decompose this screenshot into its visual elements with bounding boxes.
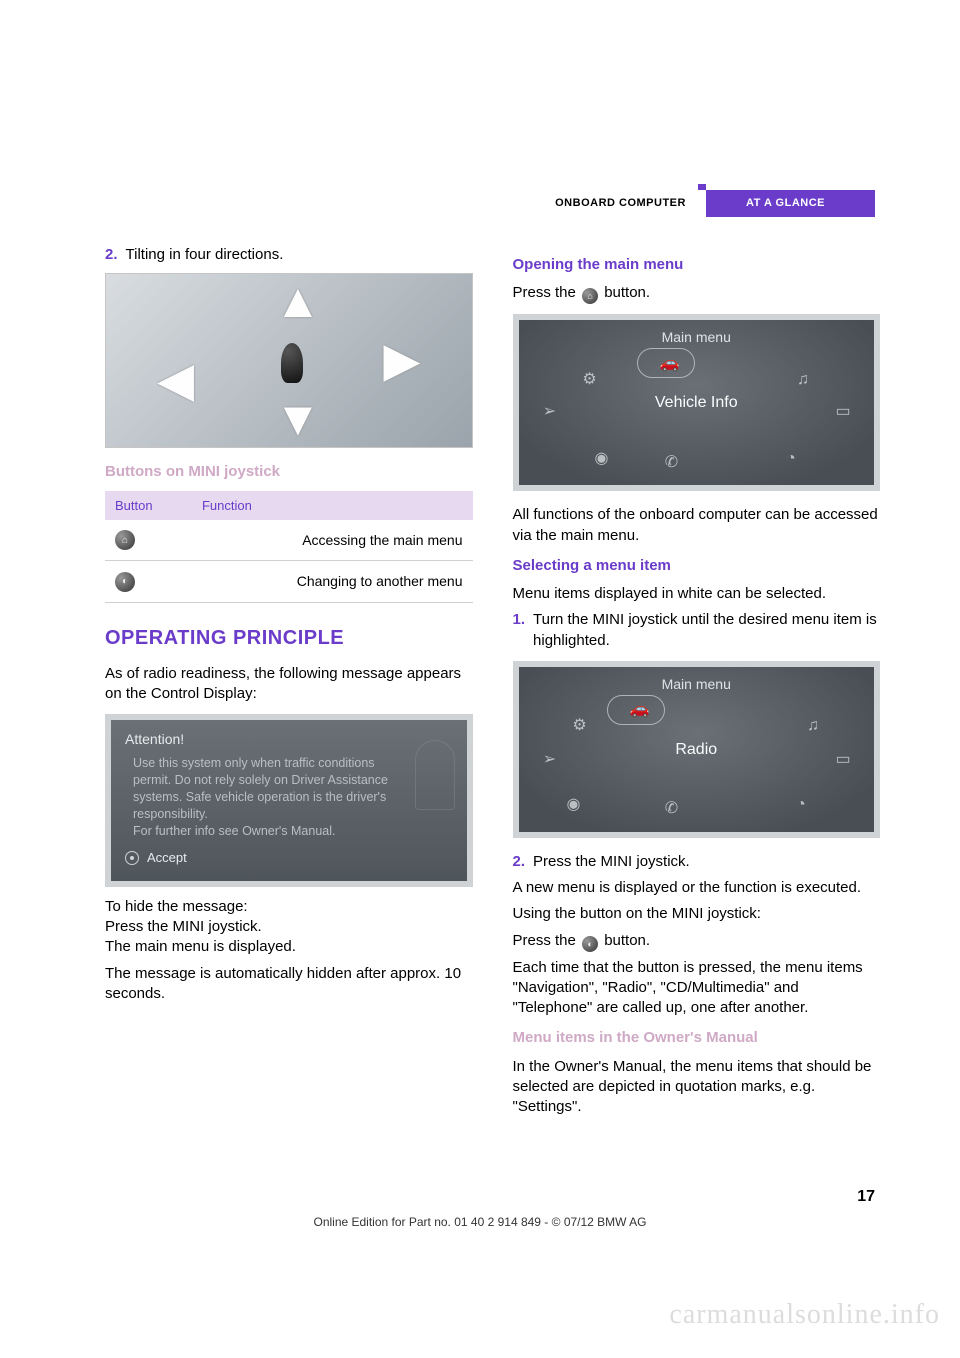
right-column: Opening the main menu Press the ⌂ button… xyxy=(513,245,881,1123)
list-item: 2. Press the MINI joystick. xyxy=(513,852,881,872)
nav-icon: ➢ xyxy=(537,398,563,424)
table-cell-function: Changing to another menu xyxy=(192,561,473,602)
media-icon: ◉ xyxy=(561,792,587,818)
step-number: 2. xyxy=(513,852,526,872)
gear-icon: ⚙ xyxy=(577,366,603,392)
clock-icon: ◔ xyxy=(778,445,804,471)
text-fragment: Press the xyxy=(513,284,581,301)
phone-icon: ✆ xyxy=(659,796,685,822)
table-row: ◐ Changing to another menu xyxy=(105,561,473,602)
figure-attention-screen: Attention! Use this system only when tra… xyxy=(105,714,473,887)
text-fragment: button. xyxy=(600,932,650,949)
paragraph: Each time that the button is pressed, th… xyxy=(513,958,881,1019)
menu-change-icon: ◐ xyxy=(582,936,598,952)
list-item: 1. Turn the MINI joystick until the desi… xyxy=(513,610,881,651)
paragraph: The message is automatically hidden afte… xyxy=(105,964,473,1005)
nav-icon: ➢ xyxy=(537,747,563,773)
paragraph: All functions of the onboard computer ca… xyxy=(513,505,881,546)
watermark: carmanualsonline.info xyxy=(669,1296,940,1334)
accept-row: Accept xyxy=(125,849,453,867)
menu-change-icon: ◐ xyxy=(115,572,135,592)
footer-text: Online Edition for Part no. 01 40 2 914 … xyxy=(0,1214,960,1230)
paragraph: In the Owner's Manual, the menu items th… xyxy=(513,1057,881,1118)
arrow-left-icon: ◀ xyxy=(157,357,194,405)
phone-icon: ✆ xyxy=(659,449,685,475)
book-icon: ▭ xyxy=(830,747,856,773)
screen-message: Use this system only when traffic condit… xyxy=(133,755,393,839)
subheading-selecting: Selecting a menu item xyxy=(513,556,881,576)
clock-icon: ◔ xyxy=(788,792,814,818)
list-item: 2. Tilting in four directions. xyxy=(105,245,473,265)
text-fragment: Press the xyxy=(513,932,581,949)
home-icon: ⌂ xyxy=(582,288,598,304)
screen-title: Main menu xyxy=(519,328,875,347)
radio-icon: ♫ xyxy=(800,713,826,739)
paragraph: A new menu is displayed or the function … xyxy=(513,878,881,898)
joystick-knob xyxy=(281,343,303,383)
selected-label: Vehicle Info xyxy=(519,392,875,414)
gauge-icon xyxy=(415,740,455,810)
text-fragment: button. xyxy=(600,284,650,301)
step-number: 1. xyxy=(513,610,526,651)
paragraph: Using the button on the MINI joystick: xyxy=(513,904,881,924)
book-icon: ▭ xyxy=(830,398,856,424)
gear-icon: ⚙ xyxy=(567,713,593,739)
paragraph: Press the ◐ button. xyxy=(513,931,881,952)
figure-joystick-tilt: ▲ ▼ ◀ ▶ xyxy=(105,273,473,448)
left-column: 2. Tilting in four directions. ▲ ▼ ◀ ▶ B… xyxy=(105,245,473,1123)
subheading-buttons: Buttons on MINI joystick xyxy=(105,462,473,482)
paragraph: Menu items displayed in white can be sel… xyxy=(513,584,881,604)
car-icon: 🚗 xyxy=(627,697,653,723)
figure-main-menu-radio: Main menu 🚗 Radio ⚙ ♫ ➢ ▭ ◉ ✆ ◔ xyxy=(513,661,881,838)
accept-label: Accept xyxy=(147,849,187,867)
header-tab-label: AT A GLANCE xyxy=(706,190,875,217)
screen-title: Attention! xyxy=(125,730,453,749)
paragraph: Press the ⌂ button. xyxy=(513,283,881,304)
page-header: ONBOARD COMPUTER AT A GLANCE xyxy=(0,190,960,217)
section-heading-operating: OPERATING PRINCIPLE xyxy=(105,625,473,652)
home-icon: ⌂ xyxy=(115,530,135,550)
table-cell-function: Accessing the main menu xyxy=(192,520,473,561)
screen-title: Main menu xyxy=(519,675,875,694)
table-row: ⌂ Accessing the main menu xyxy=(105,520,473,561)
table-header-function: Function xyxy=(192,491,473,521)
page-number: 17 xyxy=(857,1186,875,1208)
button-function-table: Button Function ⌂ Accessing the main men… xyxy=(105,491,473,603)
arrow-right-icon: ▶ xyxy=(383,337,420,385)
paragraph: As of radio readiness, the following mes… xyxy=(105,664,473,705)
step-text: Tilting in four directions. xyxy=(126,245,473,265)
selector-dot-icon xyxy=(125,851,139,865)
table-header-button: Button xyxy=(105,491,192,521)
step-text: Turn the MINI joystick until the desired… xyxy=(533,610,880,651)
header-section-label: ONBOARD COMPUTER xyxy=(535,190,706,217)
arrow-down-icon: ▼ xyxy=(274,396,322,444)
radio-icon: ♫ xyxy=(790,366,816,392)
media-icon: ◉ xyxy=(589,445,615,471)
step-text: Press the MINI joystick. xyxy=(533,852,880,872)
paragraph: To hide the message: Press the MINI joys… xyxy=(105,897,473,958)
figure-main-menu-vehicle: Main menu 🚗 Vehicle Info ⚙ ♫ ➢ ▭ ◉ ✆ ◔ xyxy=(513,314,881,491)
car-icon: 🚗 xyxy=(657,350,683,376)
arrow-up-icon: ▲ xyxy=(274,278,322,326)
subheading-owners-manual: Menu items in the Owner's Manual xyxy=(513,1028,881,1048)
selected-label: Radio xyxy=(519,739,875,761)
step-number: 2. xyxy=(105,245,118,265)
subheading-opening: Opening the main menu xyxy=(513,255,881,275)
